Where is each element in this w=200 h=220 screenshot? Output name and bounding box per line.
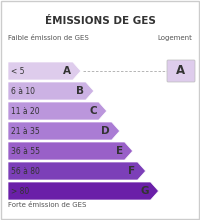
FancyBboxPatch shape xyxy=(167,60,195,82)
Polygon shape xyxy=(8,62,81,80)
Text: 11 à 20: 11 à 20 xyxy=(11,106,40,116)
Text: < 5: < 5 xyxy=(11,66,24,75)
Text: ÉMISSIONS DE GES: ÉMISSIONS DE GES xyxy=(45,16,155,26)
Text: A: A xyxy=(63,66,71,76)
Text: G: G xyxy=(140,186,149,196)
Polygon shape xyxy=(8,102,107,120)
Text: > 80: > 80 xyxy=(11,187,29,196)
Text: E: E xyxy=(116,146,123,156)
Text: Faible émission de GES: Faible émission de GES xyxy=(8,35,89,41)
Polygon shape xyxy=(8,122,120,140)
Text: 21 à 35: 21 à 35 xyxy=(11,126,40,136)
Text: C: C xyxy=(89,106,97,116)
Polygon shape xyxy=(8,142,133,160)
Text: B: B xyxy=(76,86,84,96)
Polygon shape xyxy=(8,182,159,200)
Text: 6 à 10: 6 à 10 xyxy=(11,86,35,95)
Text: Forte émission de GES: Forte émission de GES xyxy=(8,202,86,208)
Text: 36 à 55: 36 à 55 xyxy=(11,147,40,156)
Polygon shape xyxy=(8,82,94,100)
Text: 56 à 80: 56 à 80 xyxy=(11,167,40,176)
Polygon shape xyxy=(8,162,146,180)
Text: F: F xyxy=(128,166,136,176)
Text: Logement: Logement xyxy=(157,35,192,41)
Text: A: A xyxy=(176,64,186,77)
Text: D: D xyxy=(101,126,110,136)
